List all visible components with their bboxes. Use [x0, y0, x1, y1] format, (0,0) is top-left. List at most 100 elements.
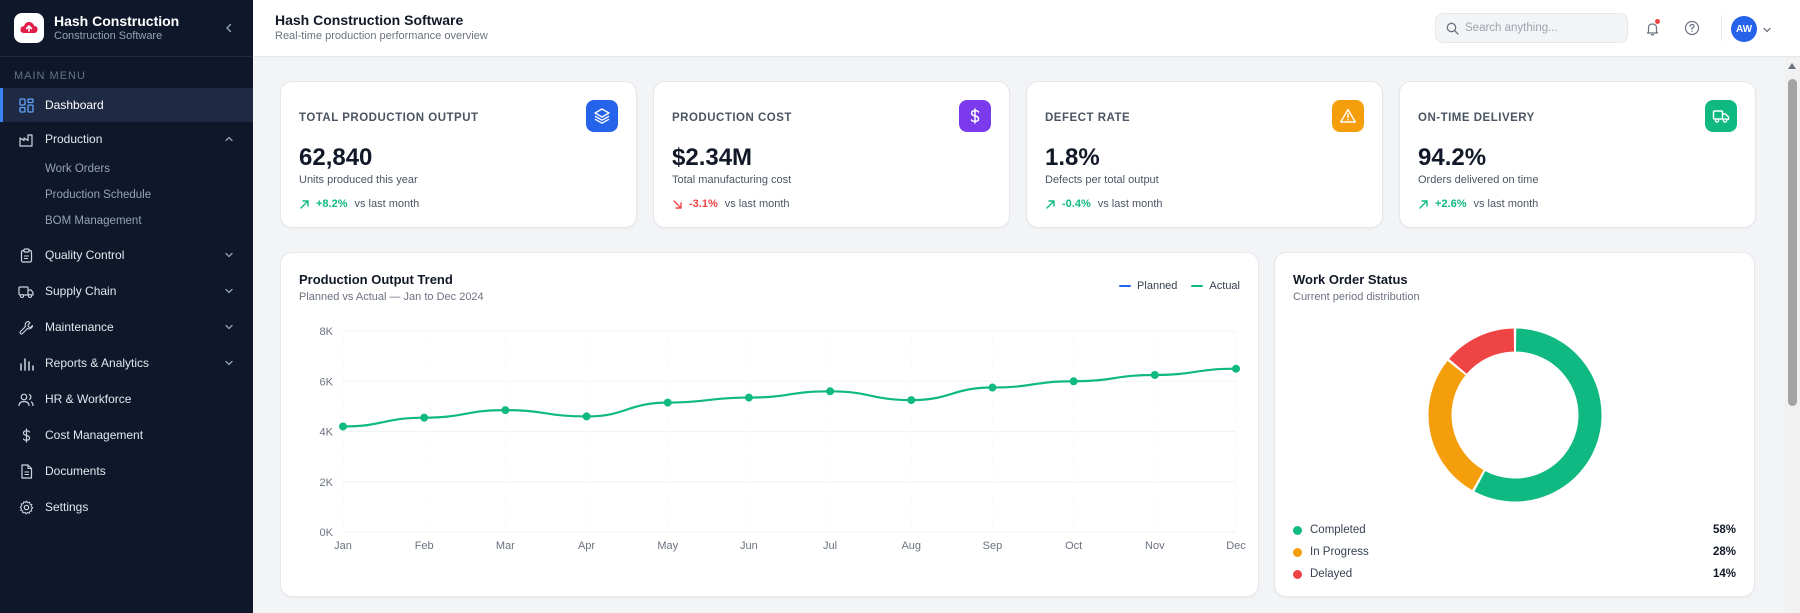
kpi-label: DEFECT RATE	[1045, 112, 1131, 124]
chevron-down-icon	[223, 357, 235, 369]
data-point[interactable]	[744, 393, 753, 402]
legend-value: 58%	[1712, 524, 1736, 536]
chevron-down-icon	[223, 321, 235, 333]
page-scrollbar[interactable]	[1785, 57, 1800, 613]
x-tick-label: Mar	[496, 540, 515, 552]
data-point[interactable]	[907, 396, 916, 405]
kpi-description: Defects per total output	[1045, 174, 1159, 186]
sidebar-item-label: Maintenance	[45, 320, 114, 334]
x-tick-label: Apr	[578, 540, 595, 552]
search-box	[1435, 13, 1628, 43]
scroll-up-arrow-icon[interactable]	[1788, 63, 1796, 69]
sidebar-item-reports-analytics[interactable]: Reports & Analytics	[0, 346, 253, 380]
work-order-status-card: Work Order Status Current period distrib…	[1274, 252, 1755, 597]
brand: Hash Construction Construction Software	[0, 0, 253, 57]
sidebar-item-label: Production	[45, 132, 103, 146]
sidebar-item-label: Supply Chain	[45, 284, 117, 298]
gear-icon	[18, 499, 34, 515]
dollar-icon	[18, 427, 34, 443]
donut-slice-delayed[interactable]	[1449, 328, 1515, 375]
sidebar-subitem-work-orders[interactable]: Work Orders	[45, 163, 110, 175]
clipboard-icon	[18, 247, 34, 263]
y-tick-label: 8K	[320, 326, 334, 338]
y-tick-label: 2K	[320, 477, 334, 489]
chevron-down-icon	[223, 249, 235, 261]
sidebar-item-supply-chain[interactable]: Supply Chain	[0, 274, 253, 308]
donut-slice-completed[interactable]	[1474, 328, 1602, 502]
kpi-trend-value: -0.4%	[1062, 198, 1091, 210]
collapse-sidebar-button[interactable]	[219, 18, 239, 38]
data-point[interactable]	[1150, 370, 1159, 379]
sidebar-subitem-production-schedule[interactable]: Production Schedule	[45, 189, 152, 201]
sidebar-item-hr-workforce[interactable]: HR & Workforce	[0, 382, 253, 416]
sidebar-item-dashboard[interactable]: Dashboard	[0, 88, 253, 122]
warning-icon	[1332, 100, 1364, 132]
sidebar-item-documents[interactable]: Documents	[0, 454, 253, 488]
scroll-thumb[interactable]	[1788, 79, 1797, 406]
bar-chart-icon	[18, 355, 34, 371]
sidebar-item-production[interactable]: Production	[0, 122, 253, 156]
sidebar-item-label: Settings	[45, 500, 89, 514]
search-icon	[1446, 22, 1459, 35]
search-input[interactable]	[1465, 22, 1615, 34]
truck-icon	[1705, 100, 1737, 132]
kpi-trend-label: vs last month	[354, 198, 420, 210]
users-icon	[18, 391, 34, 407]
data-point[interactable]	[1069, 377, 1078, 386]
x-tick-label: Nov	[1145, 540, 1165, 552]
sidebar-item-cost-management[interactable]: Cost Management	[0, 418, 253, 452]
page-subtitle: Real-time production performance overvie…	[275, 30, 488, 42]
sidebar-item-maintenance[interactable]: Maintenance	[0, 310, 253, 344]
header-divider	[1721, 15, 1722, 41]
kpi-trend: +8.2% vs last month	[299, 198, 419, 210]
x-tick-label: Jun	[740, 540, 758, 552]
kpi-trend: +2.6% vs last month	[1418, 198, 1538, 210]
dollar-icon	[959, 100, 991, 132]
donut-legend-row-delayed[interactable]: Delayed 14%	[1293, 563, 1736, 585]
donut-slice-in-progress[interactable]	[1428, 360, 1484, 491]
data-point[interactable]	[988, 383, 997, 392]
legend-item-actual[interactable]: Actual	[1191, 280, 1240, 292]
help-button[interactable]	[1679, 15, 1705, 41]
kpi-card-defect-rate: DEFECT RATE 1.8% Defects per total outpu…	[1026, 81, 1383, 228]
legend-label: In Progress	[1310, 546, 1369, 558]
data-point[interactable]	[501, 406, 510, 415]
data-point[interactable]	[339, 422, 347, 431]
sidebar-item-settings[interactable]: Settings	[0, 490, 253, 524]
bell-icon	[1646, 22, 1658, 36]
donut-legend-row-in-progress[interactable]: In Progress 28%	[1293, 541, 1736, 563]
chevron-up-icon	[223, 133, 235, 145]
donut-legend-row-completed[interactable]: Completed 58%	[1293, 519, 1736, 541]
data-point[interactable]	[1232, 364, 1240, 373]
line-chart: 0K 2K 4K 6K 8K Jan Feb Mar Apr May Jun Jul Aug Sep Oct…	[320, 326, 1247, 552]
menu-heading: MAIN MENU	[14, 70, 86, 82]
data-point[interactable]	[420, 413, 429, 422]
kpi-value: $2.34M	[672, 144, 753, 171]
arrow-down-right-icon	[673, 199, 682, 209]
arrow-up-right-icon	[1046, 199, 1055, 209]
legend-item-planned[interactable]: Planned	[1119, 280, 1177, 292]
wrench-icon	[18, 319, 34, 335]
notifications-button[interactable]	[1639, 15, 1665, 41]
avatar[interactable]: AW	[1731, 16, 1757, 42]
user-menu-toggle[interactable]	[1762, 22, 1772, 40]
kpi-trend-value: +8.2%	[316, 198, 348, 210]
kpi-description: Units produced this year	[299, 174, 418, 186]
dashboard-grid-icon	[18, 97, 34, 113]
x-tick-label: Sep	[983, 540, 1003, 552]
layers-icon	[586, 100, 618, 132]
data-point[interactable]	[582, 412, 591, 421]
sidebar-item-label: Quality Control	[45, 248, 125, 262]
brand-logo[interactable]	[14, 13, 44, 43]
x-tick-label: Oct	[1065, 540, 1082, 552]
sidebar-item-quality-control[interactable]: Quality Control	[0, 238, 253, 272]
legend-label: Actual	[1209, 280, 1240, 292]
sidebar-subitem-bom-management[interactable]: BOM Management	[45, 215, 142, 227]
x-tick-label: Feb	[415, 540, 434, 552]
x-tick-label: Jan	[334, 540, 352, 552]
kpi-description: Total manufacturing cost	[672, 174, 792, 186]
data-point[interactable]	[663, 398, 672, 407]
page-title: Hash Construction Software	[275, 12, 464, 28]
x-tick-label: Jul	[823, 540, 837, 552]
data-point[interactable]	[826, 387, 835, 396]
